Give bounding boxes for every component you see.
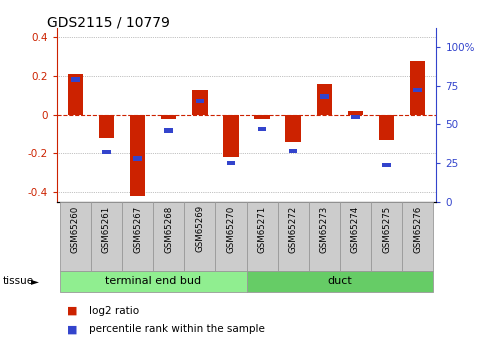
- Text: GSM65269: GSM65269: [195, 205, 204, 253]
- Bar: [351, 115, 360, 119]
- Bar: [410, 60, 425, 115]
- Text: GSM65274: GSM65274: [351, 205, 360, 253]
- Bar: [309, 202, 340, 271]
- Text: ►: ►: [31, 276, 38, 286]
- Text: duct: duct: [327, 276, 352, 286]
- Text: ■: ■: [67, 325, 77, 334]
- Bar: [165, 128, 173, 133]
- Text: ■: ■: [67, 306, 77, 315]
- Text: GSM65275: GSM65275: [382, 205, 391, 253]
- Text: GSM65260: GSM65260: [71, 205, 80, 253]
- Text: tissue: tissue: [2, 276, 34, 286]
- Text: GSM65276: GSM65276: [413, 205, 422, 253]
- Bar: [278, 202, 309, 271]
- Text: percentile rank within the sample: percentile rank within the sample: [89, 325, 265, 334]
- Text: terminal end bud: terminal end bud: [105, 276, 201, 286]
- Bar: [68, 74, 83, 115]
- Bar: [133, 156, 142, 160]
- Bar: [60, 202, 91, 271]
- Bar: [246, 202, 278, 271]
- Bar: [184, 202, 215, 271]
- Text: GSM65273: GSM65273: [320, 205, 329, 253]
- Bar: [413, 88, 422, 92]
- Bar: [340, 202, 371, 271]
- Bar: [285, 115, 301, 142]
- Bar: [122, 202, 153, 271]
- Bar: [161, 115, 176, 119]
- Bar: [289, 149, 297, 153]
- Bar: [348, 111, 363, 115]
- Bar: [91, 202, 122, 271]
- Bar: [317, 84, 332, 115]
- Bar: [371, 202, 402, 271]
- Bar: [320, 95, 328, 99]
- Bar: [71, 77, 80, 82]
- Bar: [246, 271, 433, 292]
- Bar: [227, 161, 235, 165]
- Text: GSM65261: GSM65261: [102, 205, 111, 253]
- Bar: [192, 90, 208, 115]
- Bar: [153, 202, 184, 271]
- Bar: [60, 271, 246, 292]
- Bar: [223, 115, 239, 157]
- Bar: [258, 127, 266, 131]
- Bar: [379, 115, 394, 140]
- Text: GSM65272: GSM65272: [289, 205, 298, 253]
- Bar: [196, 99, 204, 103]
- Text: GDS2115 / 10779: GDS2115 / 10779: [47, 16, 170, 30]
- Bar: [382, 162, 391, 167]
- Text: GSM65268: GSM65268: [164, 205, 173, 253]
- Text: GSM65270: GSM65270: [226, 205, 236, 253]
- Text: GSM65267: GSM65267: [133, 205, 142, 253]
- Bar: [402, 202, 433, 271]
- Bar: [102, 150, 111, 155]
- Text: GSM65271: GSM65271: [257, 205, 267, 253]
- Text: log2 ratio: log2 ratio: [89, 306, 139, 315]
- Bar: [254, 115, 270, 119]
- Bar: [130, 115, 145, 196]
- Bar: [215, 202, 246, 271]
- Bar: [99, 115, 114, 138]
